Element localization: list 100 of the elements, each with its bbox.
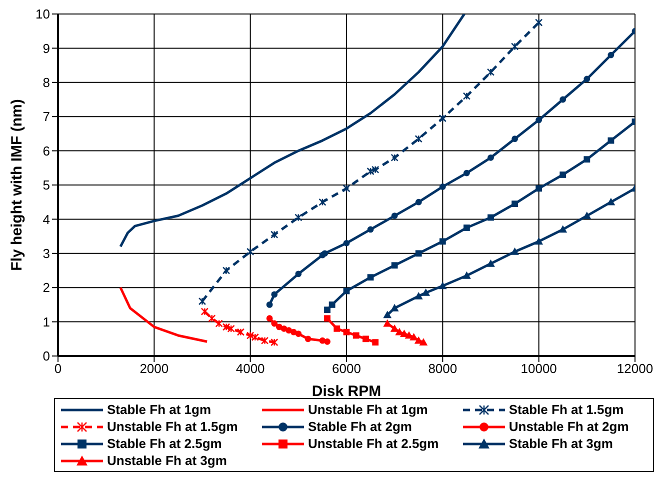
line-series [119,286,208,343]
legend-label: Unstable Fh at 2.5gm [308,436,439,451]
point [276,324,282,330]
point [322,250,328,257]
y-tick-label: 6 [42,143,50,158]
point [584,76,590,82]
x-tick-label: 10000 [520,361,557,376]
point [438,282,447,290]
point [464,224,470,231]
y-tick-label: 4 [42,212,50,227]
point [367,274,374,281]
point [295,270,302,278]
y-tick-label: 10 [36,6,50,22]
point [271,291,278,298]
y-tick-label: 5 [42,178,50,193]
point [536,185,542,192]
y-tick-label: 1 [42,314,50,330]
legend-label: Unstable Fh at 1.5gm [107,419,238,434]
point [462,271,471,279]
point [414,292,423,300]
point [352,332,360,339]
point [318,198,326,206]
point [227,324,235,332]
point [558,225,568,233]
point [362,336,369,342]
point [390,154,398,162]
legend-label: Stable Fh at 1.5gm [508,402,624,417]
point [464,170,470,176]
point [200,308,209,316]
point [512,136,518,142]
point [582,212,592,219]
point [439,238,446,245]
point [462,92,471,100]
point [342,184,350,192]
point [236,328,245,336]
point [560,96,566,103]
y-tick-label: 8 [42,75,50,90]
point [222,266,230,274]
point [266,315,273,322]
point [383,310,392,318]
y-tick-label: 9 [42,40,50,56]
point [534,237,544,245]
x-tick-label: 12000 [616,361,654,376]
point [343,328,350,336]
x-tick-label: 2000 [140,361,169,376]
x-tick-label: 6000 [332,361,361,376]
x-tick-label: 8000 [428,361,458,376]
point [488,214,494,221]
point [372,339,379,346]
point [419,338,428,346]
legend-label: Unstable Fh at 3gm [107,453,227,468]
point [422,288,430,296]
point [486,68,495,76]
point [512,200,518,208]
point [439,184,446,190]
point [208,314,216,322]
point [372,166,380,174]
point [270,230,278,238]
point [246,248,254,256]
y-tick-label: 2 [42,280,50,296]
point [367,226,374,233]
point [304,336,312,342]
point [488,154,494,161]
point [510,42,519,50]
point [246,332,254,340]
point [328,302,336,308]
legend-label: Stable Fh at 2gm [308,419,412,434]
point [438,114,447,122]
legend-label: Stable Fh at 1gm [107,402,212,417]
y-tick-label: 3 [42,246,50,262]
point [260,336,269,344]
point [251,333,259,342]
point [534,18,543,26]
x-tick-label: 4000 [236,361,265,376]
point [215,320,223,328]
point [271,320,278,327]
point [324,338,330,345]
point [560,172,566,178]
point [608,52,614,58]
point [606,198,616,206]
point [510,247,519,255]
point [222,323,230,331]
point [266,302,273,308]
legend-label: Unstable Fh at 1gm [308,402,428,417]
point [334,325,340,332]
y-tick-label: 7 [42,109,50,124]
point [414,134,422,143]
y-axis-title: Fly height with IMF (nm) [8,99,26,271]
legend-label: Stable Fh at 2.5gm [107,436,222,451]
legend-label: Unstable Fh at 2gm [508,419,629,434]
x-tick-label: 0 [54,361,62,376]
point [270,338,278,346]
point [584,156,590,163]
legend-label: Stable Fh at 3gm [508,436,613,451]
y-tick-label: 0 [42,348,50,364]
point [324,315,330,322]
point [366,167,374,176]
point [390,304,399,312]
point [343,240,350,246]
point [415,198,422,206]
